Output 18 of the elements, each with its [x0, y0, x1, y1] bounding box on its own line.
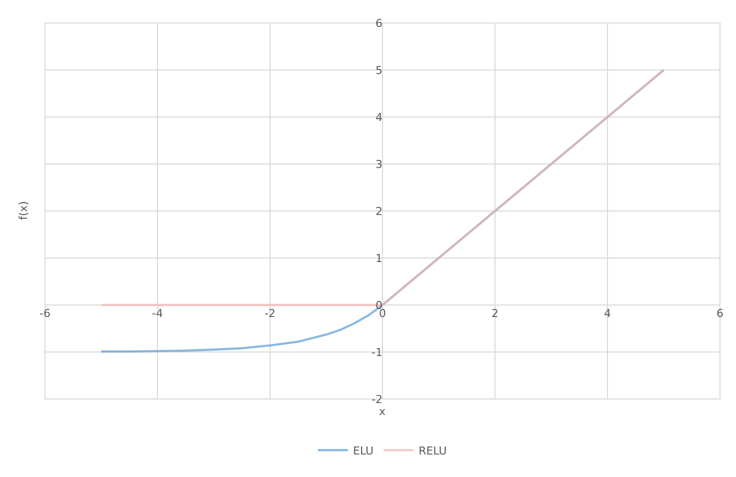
- y-tick-label: 5: [376, 64, 382, 77]
- legend-label: ELU: [353, 444, 374, 458]
- x-tick-label: -6: [40, 307, 50, 320]
- x-tick-label: -4: [152, 307, 163, 320]
- y-tick-label: 2: [376, 204, 382, 218]
- x-axis-title: x: [379, 405, 386, 418]
- y-tick-label: -2: [372, 392, 382, 406]
- y-tick-label: -1: [372, 346, 382, 359]
- x-tick-label: 2: [492, 307, 498, 320]
- x-tick-label: 6: [716, 307, 724, 320]
- y-axis-title: f(x): [17, 201, 30, 220]
- y-tick-label: 6: [376, 16, 382, 30]
- y-tick-label: 1: [376, 252, 382, 265]
- y-tick-label: 4: [376, 110, 382, 124]
- x-tick-label: -2: [264, 307, 276, 320]
- x-tick-label: 4: [604, 307, 611, 320]
- y-tick-label: 3: [376, 158, 382, 171]
- legend-label: RELU: [418, 444, 447, 458]
